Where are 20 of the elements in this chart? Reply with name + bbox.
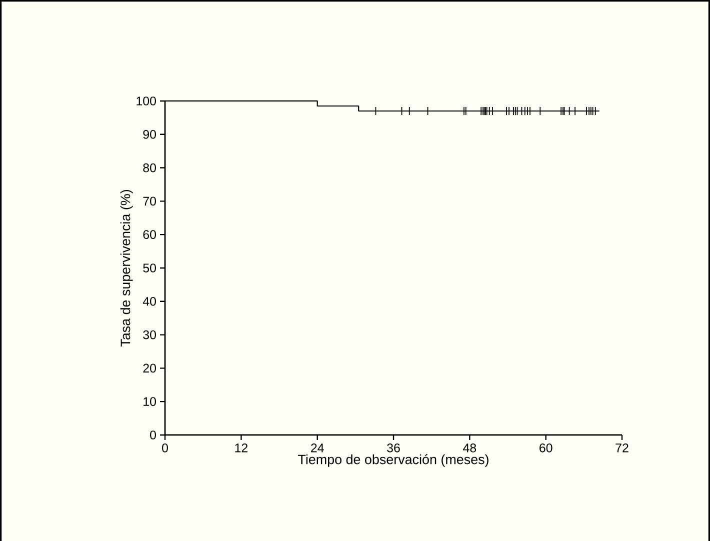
y-tick-label: 10 [144,397,156,406]
y-tick-label: 40 [142,296,156,306]
y-tick-label: 70 [143,196,156,206]
y-tick-label: 80 [143,163,156,172]
y-tick-label: 30 [143,330,156,340]
x-tick-label: 36 [387,444,400,452]
y-tick-label: 60 [143,230,156,239]
y-tick-label: 0 [150,430,156,440]
y-tick-label: 50 [143,264,156,272]
x-axis-title: Tiempo de observación (meses) [298,454,488,467]
x-tick-label: 0 [162,444,168,452]
x-tick-label: 60 [540,444,552,452]
y-tick-label: 100 [136,96,156,106]
x-tick-label: 24 [311,444,324,452]
y-axis-title: Tasa de supervivencia (%) [120,190,133,347]
x-tick-label: 72 [616,444,628,452]
y-tick-label: 20 [143,364,156,373]
x-tick-label: 48 [463,444,476,452]
y-tick-label: 90 [143,130,156,139]
x-tick-label: 12 [235,444,248,452]
